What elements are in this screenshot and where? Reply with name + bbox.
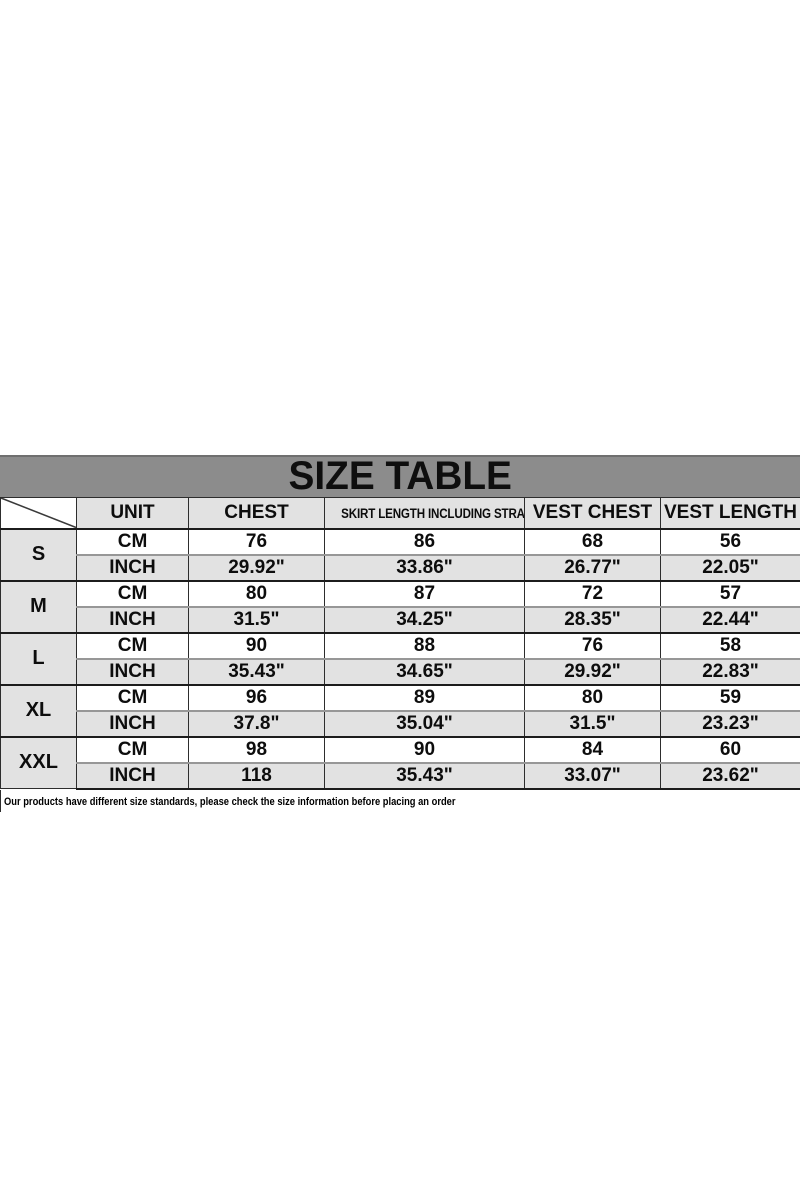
value-cell: 31.5" xyxy=(188,605,325,633)
value-cell: 118 xyxy=(188,761,325,790)
value-cell: 84 xyxy=(524,735,661,763)
value-cell: 59 xyxy=(660,683,800,711)
size-table: UNIT CHEST SKIRT LENGTH INCLUDING STRAPS… xyxy=(0,497,800,790)
col-header-vest-chest: VEST CHEST xyxy=(524,497,661,530)
size-label-s: S xyxy=(0,527,77,581)
size-chart: SIZE TABLE UNIT CHEST SKIRT LENGTH INCLU… xyxy=(0,455,800,812)
value-cell: 98 xyxy=(188,735,325,763)
value-cell: 58 xyxy=(660,631,800,659)
table-row-xl-inch: INCH 37.8" 35.04" 31.5" 23.23" xyxy=(1,709,800,737)
value-cell: 76 xyxy=(524,631,661,659)
value-cell: 22.44" xyxy=(660,605,800,633)
value-cell: 88 xyxy=(324,631,525,659)
value-cell: 76 xyxy=(188,527,325,555)
value-cell: 35.04" xyxy=(324,709,525,737)
value-cell: 22.83" xyxy=(660,657,800,685)
value-cell: 33.07" xyxy=(524,761,661,790)
value-cell: 37.8" xyxy=(188,709,325,737)
value-cell: 68 xyxy=(524,527,661,555)
size-label-m: M xyxy=(0,579,77,633)
size-note: Our products have different size standar… xyxy=(0,789,800,812)
unit-label: CM xyxy=(76,579,189,607)
value-cell: 23.23" xyxy=(660,709,800,737)
table-row-s-cm: S CM 76 86 68 56 xyxy=(0,527,800,581)
col-header-skirt-length-label: SKIRT LENGTH INCLUDING STRAPS xyxy=(341,505,525,521)
value-cell: 90 xyxy=(188,631,325,659)
value-cell: 72 xyxy=(524,579,661,607)
value-cell: 80 xyxy=(524,683,661,711)
value-cell: 29.92" xyxy=(188,553,325,581)
value-cell: 56 xyxy=(660,527,800,555)
value-cell: 35.43" xyxy=(324,761,525,790)
value-cell: 22.05" xyxy=(660,553,800,581)
value-cell: 29.92" xyxy=(524,657,661,685)
unit-label: INCH xyxy=(76,657,189,685)
corner-cell xyxy=(0,497,77,530)
value-cell: 23.62" xyxy=(660,761,800,790)
value-cell: 35.43" xyxy=(188,657,325,685)
value-cell: 87 xyxy=(324,579,525,607)
table-row-xxl-cm: XXL CM 98 90 84 60 xyxy=(0,735,800,789)
unit-label: INCH xyxy=(76,605,189,633)
value-cell: 26.77" xyxy=(524,553,661,581)
unit-label: CM xyxy=(76,631,189,659)
table-row-m-cm: M CM 80 87 72 57 xyxy=(0,579,800,633)
unit-label: INCH xyxy=(76,761,189,790)
col-header-skirt-length: SKIRT LENGTH INCLUDING STRAPS xyxy=(324,497,525,530)
value-cell: 28.35" xyxy=(524,605,661,633)
value-cell: 96 xyxy=(188,683,325,711)
size-table-banner: SIZE TABLE xyxy=(0,455,800,497)
col-header-chest: CHEST xyxy=(188,497,325,530)
value-cell: 57 xyxy=(660,579,800,607)
unit-label: CM xyxy=(76,735,189,763)
value-cell: 80 xyxy=(188,579,325,607)
value-cell: 86 xyxy=(324,527,525,555)
table-row-s-inch: INCH 29.92" 33.86" 26.77" 22.05" xyxy=(1,553,800,581)
value-cell: 34.65" xyxy=(324,657,525,685)
diagonal-line-icon xyxy=(1,498,76,527)
value-cell: 34.25" xyxy=(324,605,525,633)
unit-label: INCH xyxy=(76,709,189,737)
unit-label: CM xyxy=(76,683,189,711)
header-row: UNIT CHEST SKIRT LENGTH INCLUDING STRAPS… xyxy=(0,497,800,530)
table-row-xl-cm: XL CM 96 89 80 59 xyxy=(0,683,800,737)
size-label-xl: XL xyxy=(0,683,77,737)
value-cell: 33.86" xyxy=(324,553,525,581)
size-label-l: L xyxy=(0,631,77,685)
size-label-xxl: XXL xyxy=(0,735,77,789)
size-table-title: SIZE TABLE xyxy=(288,453,512,498)
table-row-l-cm: L CM 90 88 76 58 xyxy=(0,631,800,685)
unit-label: CM xyxy=(76,527,189,555)
value-cell: 31.5" xyxy=(524,709,661,737)
value-cell: 90 xyxy=(324,735,525,763)
value-cell: 89 xyxy=(324,683,525,711)
unit-label: INCH xyxy=(76,553,189,581)
col-header-unit: UNIT xyxy=(76,497,189,530)
value-cell: 60 xyxy=(660,735,800,763)
table-row-m-inch: INCH 31.5" 34.25" 28.35" 22.44" xyxy=(1,605,800,633)
size-note-text: Our products have different size standar… xyxy=(4,795,456,808)
col-header-vest-length: VEST LENGTH xyxy=(660,497,800,530)
table-row-l-inch: INCH 35.43" 34.65" 29.92" 22.83" xyxy=(1,657,800,685)
table-row-xxl-inch: INCH 118 35.43" 33.07" 23.62" xyxy=(1,761,800,790)
